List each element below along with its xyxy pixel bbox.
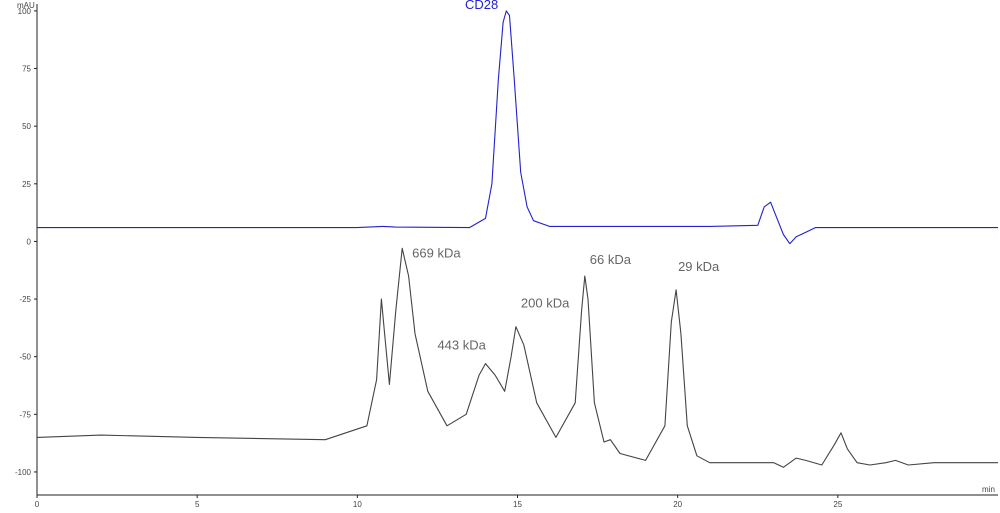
x-tick-label: 5 (195, 500, 200, 509)
y-tick-label: 50 (22, 122, 31, 131)
y-tick-label: 100 (18, 7, 32, 16)
y-tick-label: 75 (22, 65, 31, 74)
x-tick-label: 15 (513, 500, 522, 509)
y-tick-label: 0 (27, 237, 32, 246)
y-axis-unit: mAU (17, 1, 35, 10)
peak-label: 443 kDa (437, 338, 486, 353)
peak-label: CD28 (465, 0, 498, 12)
peak-label: 669 kDa (412, 245, 461, 260)
y-tick-label: -25 (19, 295, 31, 304)
y-tick-label: -100 (15, 468, 32, 477)
standard-trace (36, 247, 998, 468)
peak-label: 29 kDa (678, 259, 720, 274)
y-tick-label: -50 (19, 353, 31, 362)
cd28-trace (37, 10, 998, 245)
x-tick-label: 10 (353, 500, 362, 509)
y-axis: mAU 100 75 50 25 0 -25 -50 -75 -100 (15, 1, 38, 495)
y-tick-label: -75 (19, 410, 31, 419)
x-tick-label: 20 (673, 500, 682, 509)
y-tick-label: 25 (22, 180, 31, 189)
x-axis: min 0 5 10 15 20 25 (35, 485, 998, 509)
x-tick-label: 0 (35, 500, 40, 509)
x-tick-label: 25 (833, 500, 842, 509)
peak-label: 200 kDa (521, 296, 570, 311)
x-axis-unit: min (982, 485, 995, 494)
peak-label: 66 kDa (590, 252, 632, 267)
